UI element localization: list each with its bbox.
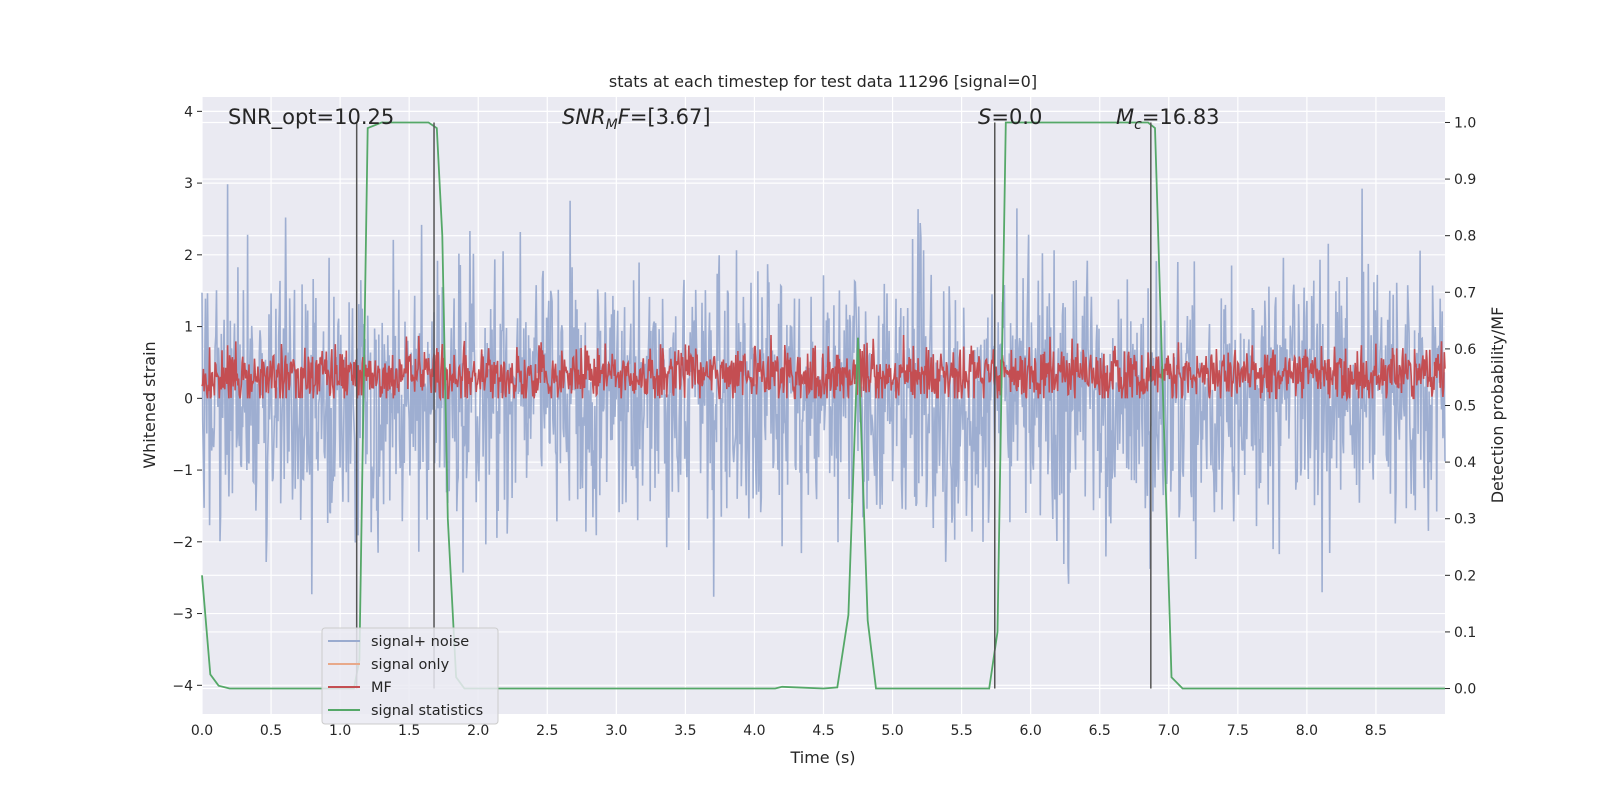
x-tick-label: 3.5 <box>674 723 696 739</box>
y-axis-label: Whitened strain <box>140 341 159 468</box>
y2-tick-label: 0.6 <box>1454 342 1476 358</box>
mf-line <box>201 334 1446 402</box>
annotation-snr-opt: SNR_opt=10.25 <box>228 105 394 130</box>
y2-axis-ticks: 0.0 0.1 0.2 0.3 0.4 0.5 0.6 0.7 0.8 0.9 1.0 <box>1445 115 1476 698</box>
x-tick-label: 5.0 <box>881 723 903 739</box>
x-tick-label: 4.0 <box>743 723 765 739</box>
vertical-markers <box>355 122 1152 689</box>
y2-tick-label: 0.8 <box>1454 229 1476 245</box>
y-tick-label: 2 <box>184 248 193 264</box>
y2-tick-label: 0.1 <box>1454 625 1476 641</box>
legend: signal+ noise signal only MF signal stat… <box>321 627 499 725</box>
y-tick-label: −4 <box>172 678 193 694</box>
legend-label-signal-statistics: signal statistics <box>371 703 483 719</box>
legend-label-mf: MF <box>371 680 392 696</box>
y-tick-label: 1 <box>184 320 193 336</box>
y-axis-ticks: −4 −3 −2 −1 0 1 2 3 4 <box>172 104 202 694</box>
x-tick-label: 1.0 <box>329 723 351 739</box>
y2-tick-label: 1.0 <box>1454 115 1476 131</box>
x-tick-label: 5.5 <box>950 723 972 739</box>
y2-tick-label: 0.3 <box>1454 512 1476 528</box>
annotation-snr-mf: SNRMF=[3.67] <box>562 105 711 133</box>
chart-title: stats at each timestep for test data 112… <box>609 72 1037 91</box>
legend-entry-signal-statistics: signal statistics <box>328 703 483 719</box>
legend-label-signal-only: signal only <box>371 657 450 673</box>
x-tick-label: 6.5 <box>1089 723 1111 739</box>
annotation-mc: Mc=16.83 <box>1116 105 1220 133</box>
x-tick-label: 3.0 <box>605 723 627 739</box>
y-tick-label: 3 <box>184 176 193 192</box>
y-tick-label: −1 <box>172 463 193 479</box>
x-tick-label: 6.0 <box>1020 723 1042 739</box>
x-tick-label: 0.5 <box>260 723 282 739</box>
x-tick-label: 7.5 <box>1227 723 1249 739</box>
x-tick-label: 4.5 <box>812 723 834 739</box>
x-tick-label: 2.0 <box>467 723 489 739</box>
mf-series <box>201 334 1446 402</box>
y2-axis-label: Detection probability/MF <box>1488 307 1507 504</box>
x-tick-label: 1.5 <box>398 723 420 739</box>
y-tick-label: 0 <box>184 391 193 407</box>
x-axis-label: Time (s) <box>789 748 855 767</box>
x-tick-label: 7.0 <box>1158 723 1180 739</box>
annotation-s: S=0.0 <box>978 105 1042 129</box>
y2-tick-label: 0.5 <box>1454 399 1476 415</box>
x-tick-label: 8.5 <box>1365 723 1387 739</box>
legend-entry-signal-noise: signal+ noise <box>328 634 469 650</box>
x-tick-label: 0.0 <box>191 723 213 739</box>
legend-entry-signal-only: signal only <box>328 657 450 673</box>
legend-entry-mf: MF <box>328 680 392 696</box>
y2-tick-label: 0.2 <box>1454 568 1476 584</box>
y-tick-label: −2 <box>172 535 193 551</box>
y-tick-label: −3 <box>172 607 193 623</box>
y2-tick-label: 0.7 <box>1454 285 1476 301</box>
y2-tick-label: 0.4 <box>1454 455 1476 471</box>
y2-tick-label: 0.0 <box>1454 682 1476 698</box>
x-tick-label: 2.5 <box>536 723 558 739</box>
x-tick-label: 8.0 <box>1296 723 1318 739</box>
x-axis-ticks: 0.0 0.5 1.0 1.5 2.0 2.5 3.0 3.5 4.0 4.5 5.0 5.5 6.0 6… <box>191 723 1387 739</box>
legend-label-signal-noise: signal+ noise <box>371 634 469 650</box>
y-tick-label: 4 <box>184 104 193 120</box>
y2-tick-label: 0.9 <box>1454 172 1476 188</box>
